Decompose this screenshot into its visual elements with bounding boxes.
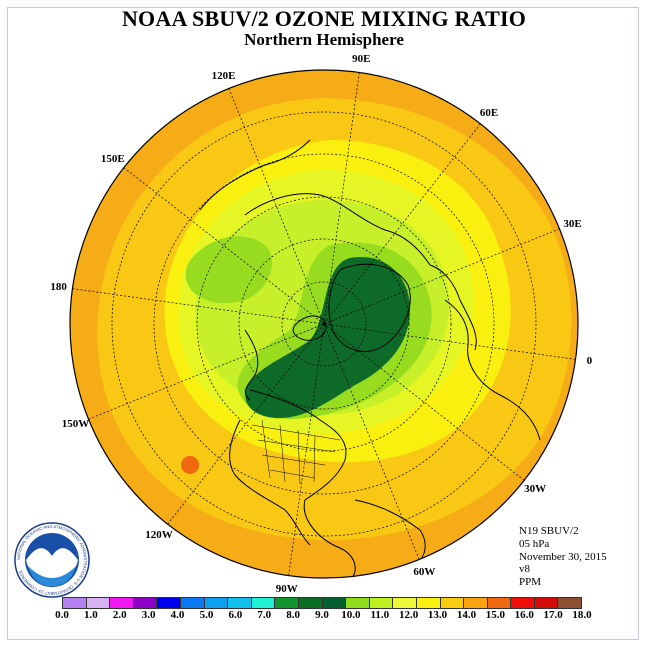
legend-tick-label: 14.0: [456, 609, 477, 621]
legend-swatch: [346, 598, 370, 608]
longitude-label: 120W: [145, 529, 173, 542]
legend-swatch: [110, 598, 134, 608]
legend-tick-label: 7.0: [257, 609, 272, 621]
legend-swatch: [440, 598, 465, 608]
legend-tick-label: 11.0: [370, 609, 390, 621]
longitude-label: 150W: [61, 418, 90, 431]
longitude-label: 90E: [352, 52, 371, 65]
legend-swatch: [487, 598, 512, 608]
legend-tick-label: 6.0: [228, 609, 243, 621]
legend-tick-label: 12.0: [399, 609, 419, 621]
longitude-label: 60E: [479, 106, 499, 119]
noaa-logo: NOAA NATIONAL OCEANIC AND ATMOSPHERIC AD…: [14, 522, 90, 598]
legend-swatch: [558, 598, 582, 608]
legend-swatch: [86, 598, 111, 608]
legend-swatch: [180, 598, 205, 608]
us-boundaries: [251, 419, 341, 485]
logo-text: NOAA: [36, 557, 68, 569]
ozone-field: [70, 70, 578, 578]
legend-swatch: [369, 598, 394, 608]
coast-arctic-islands: [292, 315, 327, 341]
legend-swatch: [63, 598, 87, 608]
units-label: PPM: [519, 576, 542, 589]
legend-swatch: [298, 598, 323, 608]
color-legend: [62, 597, 582, 609]
contour-10-west: [185, 236, 273, 304]
coast-north-america: [249, 389, 356, 578]
map-subtitle: Northern Hemisphere: [244, 30, 404, 49]
legend-tick-label: 5.0: [199, 609, 214, 621]
coast-europe-africa: [444, 299, 541, 441]
legend-ticks: 0.0 1.0 2.0 3.0 4.0 5.0 6.0 7.0 8.0 9.0 10.0 11.0 12…: [55, 609, 592, 625]
legend-swatch: [204, 598, 229, 608]
info-block: N19 SBUV/2 05 hPa November 30, 2015 v8 P…: [519, 525, 607, 589]
image-frame: [7, 7, 639, 640]
legend-tick-label: 3.0: [141, 609, 156, 621]
legend-tick-label: 10.0: [341, 609, 361, 621]
legend-tick-label: 9.0: [315, 609, 329, 621]
version-label: v8: [519, 563, 530, 576]
map-title: NOAA SBUV/2 OZONE MIXING RATIO: [121, 6, 527, 31]
longitude-label: 30E: [563, 217, 582, 230]
coast-asia-north: [244, 193, 431, 266]
coastlines: [199, 139, 541, 578]
longitude-label: 180: [50, 280, 67, 293]
legend-swatch: [275, 598, 299, 608]
coast-europe: [429, 264, 477, 351]
longitude-label: 150E: [100, 153, 125, 165]
longitude-label: 0: [586, 355, 593, 368]
coast-greenland: [328, 263, 411, 353]
pressure-level: 05 hPa: [519, 537, 550, 550]
legend-tick-label: 18.0: [572, 609, 592, 621]
contour-16-spot: [181, 456, 199, 474]
coast-alaska: [244, 329, 259, 401]
coast-asia-east: [199, 139, 311, 211]
legend-swatch: [322, 598, 347, 608]
legend-tick-label: 15.0: [485, 609, 505, 621]
coast-america-west: [229, 419, 311, 546]
map-boundary: [69, 69, 579, 579]
legend-swatch: [228, 598, 252, 608]
legend-swatch: [511, 598, 535, 608]
legend-tick-label: 2.0: [112, 609, 127, 621]
legend-swatch: [157, 598, 181, 608]
legend-tick-label: 1.0: [84, 609, 98, 621]
legend-swatch: [534, 598, 559, 608]
longitude-label: 60W: [413, 566, 436, 579]
satellite-label: N19 SBUV/2: [519, 525, 579, 537]
legend-tick-label: 16.0: [514, 609, 534, 621]
legend-swatch: [393, 598, 417, 608]
longitude-label: 120E: [211, 69, 236, 82]
legend-swatch: [133, 598, 158, 608]
longitude-label: 90W: [275, 583, 298, 596]
legend-swatch: [416, 598, 441, 608]
longitude-label: 30W: [524, 482, 547, 495]
legend-tick-label: 8.0: [286, 609, 300, 621]
legend-tick-label: 4.0: [170, 609, 185, 621]
legend-swatch: [464, 598, 488, 608]
legend-tick-label: 17.0: [543, 609, 563, 621]
contour-9: [245, 257, 410, 419]
legend-tick-label: 0.0: [55, 609, 69, 621]
legend-swatch: [251, 598, 276, 608]
date-label: November 30, 2015: [519, 550, 607, 563]
legend-tick-label: 13.0: [427, 609, 448, 621]
latitude-circles: [111, 111, 537, 537]
